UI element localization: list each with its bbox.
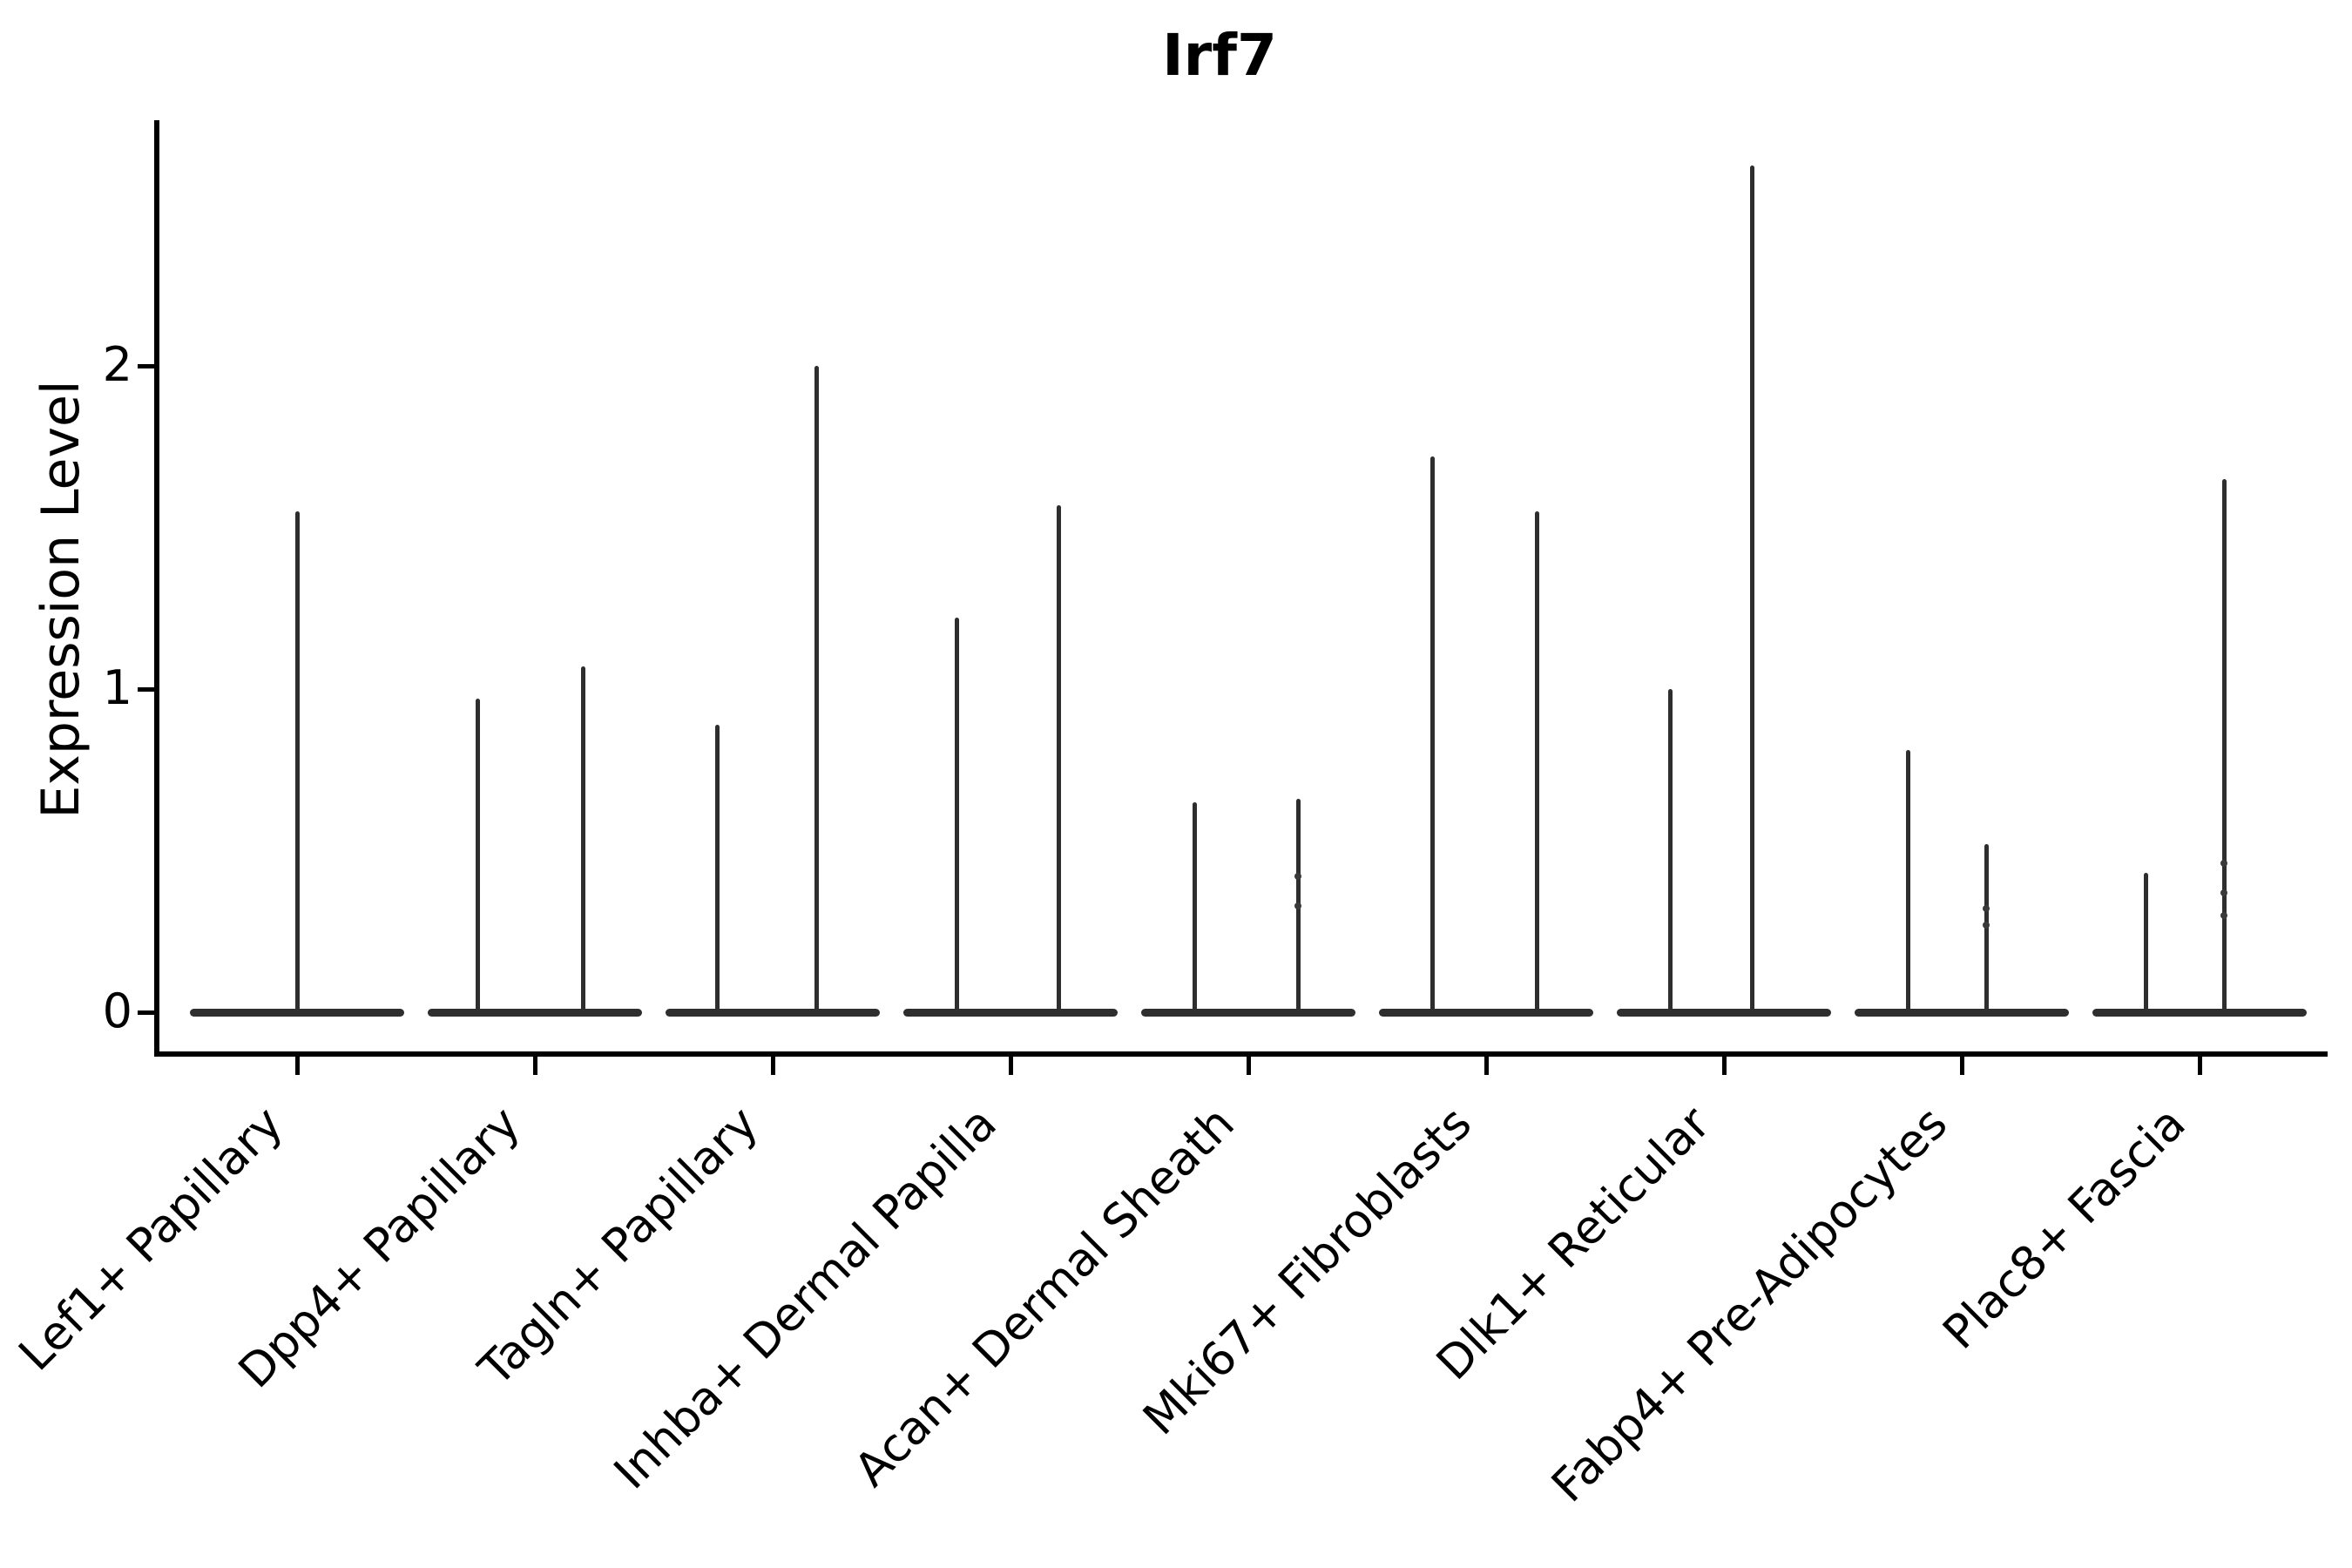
- y-axis-tick: [138, 687, 154, 692]
- violin-spike: [1056, 504, 1061, 1015]
- y-axis-tick: [138, 364, 154, 368]
- violin-spike: [1984, 844, 1989, 1015]
- violin-spike: [294, 510, 300, 1015]
- violin-spike: [475, 699, 480, 1015]
- cell-point: [2220, 860, 2227, 868]
- x-axis-tick: [533, 1057, 537, 1075]
- violin-spike: [1749, 165, 1754, 1015]
- y-tick-label: 2: [102, 337, 132, 392]
- cell-point: [1294, 873, 1301, 881]
- x-axis-tick: [771, 1057, 775, 1075]
- x-axis-tick: [1722, 1057, 1727, 1075]
- x-axis-tick: [2198, 1057, 2202, 1075]
- violin-baseline: [666, 1008, 880, 1017]
- violin-baseline: [1855, 1008, 2069, 1017]
- cell-point: [1294, 902, 1301, 909]
- x-tick-label: Plac8+ Fascia: [1932, 1097, 2196, 1360]
- plot-title: Irf7: [1162, 22, 1277, 89]
- x-axis-tick: [1247, 1057, 1251, 1075]
- x-axis-tick: [1960, 1057, 1964, 1075]
- x-axis-spine: [154, 1051, 2328, 1057]
- x-tick-label: Inhba+ Dermal Papilla: [604, 1097, 1007, 1500]
- y-axis-label: Expression Level: [30, 380, 91, 819]
- x-axis-tick: [1009, 1057, 1013, 1075]
- x-tick-label: Lef1+ Papillary: [9, 1097, 294, 1382]
- violin-spike: [1905, 750, 1910, 1015]
- violin-spike: [1534, 510, 1539, 1015]
- y-tick-label: 0: [102, 983, 132, 1038]
- violin-spike: [814, 366, 819, 1015]
- x-axis-tick: [295, 1057, 300, 1075]
- violin-spike: [1192, 801, 1197, 1015]
- violin-baseline: [2092, 1008, 2307, 1017]
- cell-point: [1983, 921, 1990, 929]
- violin-baseline: [903, 1008, 1118, 1017]
- violin-baseline: [428, 1008, 642, 1017]
- y-axis-spine: [154, 120, 159, 1057]
- violin-spike: [1429, 456, 1435, 1015]
- violin-spike: [954, 618, 959, 1015]
- violin-spike: [714, 724, 720, 1015]
- violin-spike: [2143, 873, 2148, 1015]
- cell-point: [2220, 889, 2227, 896]
- violin-spike: [580, 666, 585, 1015]
- violin-baseline: [1141, 1008, 1355, 1017]
- y-axis-tick: [138, 1010, 154, 1015]
- cell-point: [2220, 911, 2227, 919]
- violin-spike: [2221, 478, 2227, 1015]
- y-tick-label: 1: [102, 660, 132, 715]
- x-tick-label: Fabp4+ Pre-Adipocytes: [1542, 1097, 1958, 1513]
- violin-baseline: [1617, 1008, 1831, 1017]
- cell-point: [1983, 905, 1990, 913]
- x-axis-tick: [1484, 1057, 1489, 1075]
- violin-baseline: [1379, 1008, 1593, 1017]
- violin-spike: [1667, 689, 1673, 1015]
